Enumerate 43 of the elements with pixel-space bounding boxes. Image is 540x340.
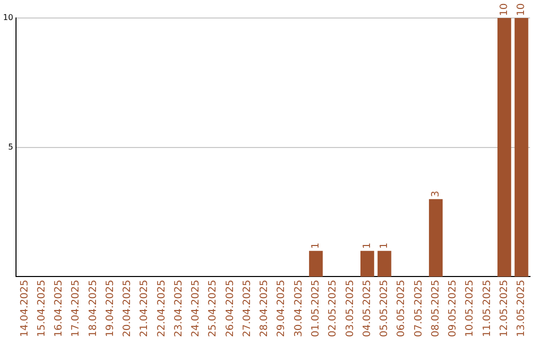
x-tick-label: 17.04.2025	[70, 280, 82, 338]
bar	[497, 18, 512, 277]
x-tick-label: 08.05.2025	[430, 280, 442, 338]
x-tick-label: 29.04.2025	[276, 280, 288, 338]
bar	[378, 250, 392, 277]
x-tick-label: 09.05.2025	[448, 280, 459, 338]
bar	[360, 250, 374, 277]
data-label: 1	[362, 242, 373, 249]
x-tick-label: 04.05.2025	[362, 280, 373, 338]
y-tick-label: 5	[8, 142, 14, 152]
x-tick-label: 10.05.2025	[464, 280, 476, 338]
x-tick-label: 02.05.2025	[328, 280, 339, 338]
x-tick-label: 21.04.2025	[139, 280, 150, 338]
x-tick-label: 07.05.2025	[413, 280, 424, 338]
data-label: 3	[430, 190, 442, 198]
x-tick-label: 20.04.2025	[122, 280, 134, 338]
x-tick-label: 28.04.2025	[259, 280, 270, 338]
data-label: 10	[498, 3, 510, 16]
data-label: 10	[516, 3, 528, 16]
x-tick-label: 16.04.2025	[54, 280, 65, 338]
x-tick-label: 06.05.2025	[396, 280, 408, 338]
x-tick-label: 22.04.2025	[156, 280, 168, 338]
x-tick-label: 11.05.2025	[482, 280, 493, 338]
x-tick-label: 27.04.2025	[242, 280, 253, 338]
x-tick-label: 26.04.2025	[224, 280, 236, 338]
x-tick-label: 12.05.2025	[498, 280, 510, 338]
bar	[514, 18, 528, 277]
x-tick-label: 23.04.2025	[173, 280, 184, 338]
x-tick-label: 24.04.2025	[190, 280, 202, 338]
x-tick-label: 15.04.2025	[36, 280, 48, 338]
x-tick-label: 19.04.2025	[104, 280, 116, 338]
x-tick-label: 18.04.2025	[88, 280, 99, 338]
x-tick-label: 14.04.2025	[19, 280, 30, 338]
bar	[428, 199, 443, 277]
bar	[309, 250, 323, 277]
data-label: 1	[310, 242, 322, 249]
x-tick-label: 30.04.2025	[293, 280, 304, 338]
x-tick-label: 01.05.2025	[310, 280, 322, 338]
x-tick-label: 05.05.2025	[379, 280, 390, 338]
x-tick-label: 25.04.2025	[208, 280, 219, 338]
data-label: 1	[379, 242, 390, 249]
x-tick-label: 03.05.2025	[344, 280, 356, 338]
x-tick-label: 13.05.2025	[516, 280, 528, 338]
